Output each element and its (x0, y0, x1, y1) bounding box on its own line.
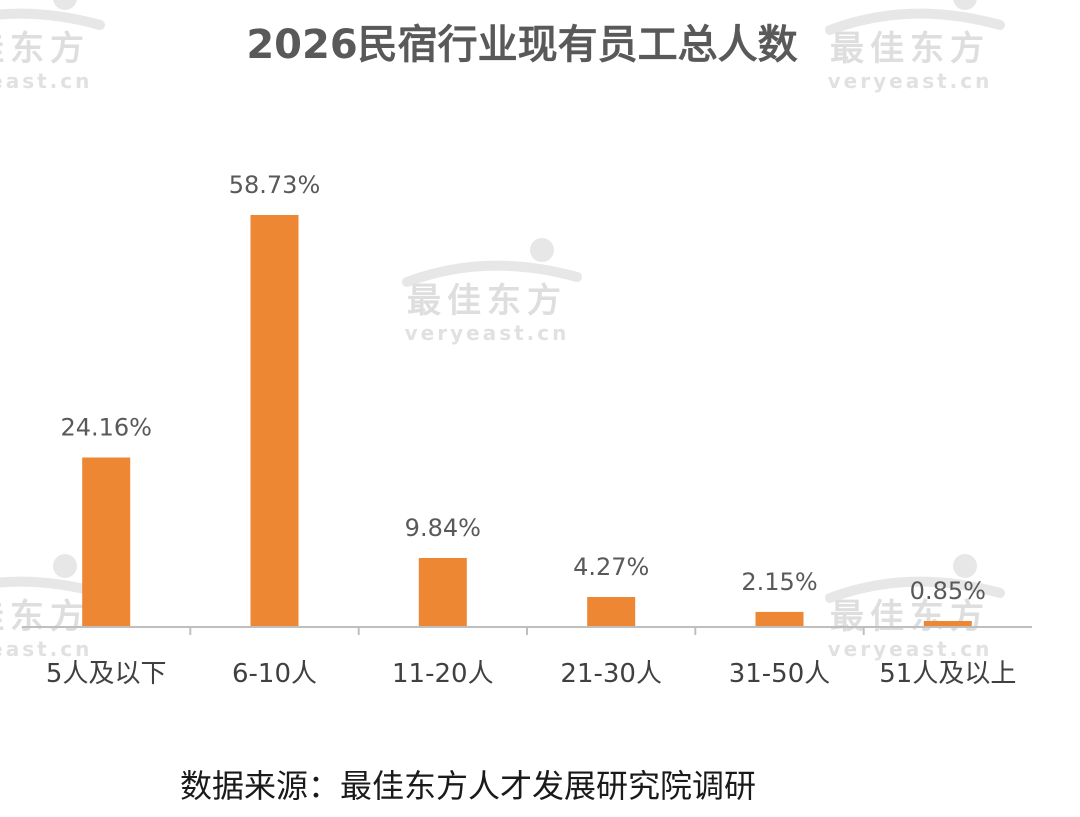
data-label-4: 4.27% (573, 553, 649, 581)
watermark-domain: veryeast.cn (828, 69, 993, 93)
watermark-domain: veryeast.cn (0, 637, 92, 661)
data-label-6: 0.85% (910, 577, 986, 605)
x-tick-label-6: 51人及以上 (879, 659, 1016, 689)
watermark-domain: veryeast.cn (405, 321, 570, 345)
x-tick-label-2: 6-10人 (232, 659, 317, 689)
x-tick-label-1: 5人及以下 (46, 659, 167, 689)
x-tick-label-3: 11-20人 (392, 659, 494, 689)
x-tick-label-4: 21-30人 (560, 659, 662, 689)
data-label-1: 24.16% (60, 414, 152, 442)
x-tick-label-5: 31-50人 (729, 659, 831, 689)
bar-3 (418, 558, 467, 627)
watermark-brand: 最佳东方 (0, 597, 90, 637)
data-label-3: 9.84% (405, 514, 481, 542)
watermark-layer: 最佳东方veryeast.cn最佳东方veryeast.cn最佳东方veryea… (0, 0, 1005, 661)
bar-4 (587, 597, 636, 627)
chart-title: 2026民宿行业现有员工总人数 (246, 22, 797, 68)
value-labels-layer: 24.16% 58.73% 9.84% 4.27% 2.15% 0.85% (60, 171, 985, 605)
watermark-domain: veryeast.cn (0, 69, 92, 93)
watermark-domain: veryeast.cn (828, 637, 993, 661)
bar-2 (250, 215, 299, 627)
watermark-brand: 最佳东方 (0, 29, 90, 69)
source-note: 数据来源：最佳东方人才发展研究院调研 (180, 767, 756, 805)
watermark-brand: 最佳东方 (407, 281, 567, 321)
bar-6 (923, 621, 972, 627)
bars-layer (82, 215, 972, 627)
x-axis-ticks: 5人及以下 6-10人 11-20人 21-30人 31-50人 51人及以上 (46, 627, 1016, 689)
watermark-brand: 最佳东方 (830, 29, 990, 69)
data-label-2: 58.73% (229, 171, 321, 199)
watermark-brand: 最佳东方 (830, 597, 990, 637)
data-label-5: 2.15% (741, 568, 817, 596)
bar-1 (82, 457, 131, 627)
bar-5 (755, 611, 804, 627)
